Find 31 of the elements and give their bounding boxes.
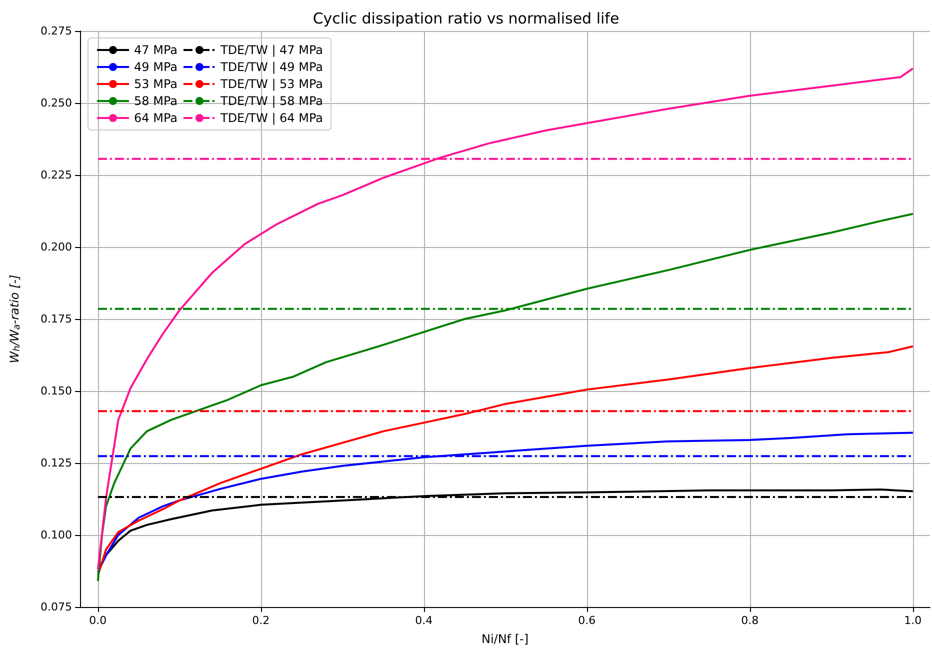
x-tick-label: 1.0	[904, 614, 922, 627]
y-tick-label: 0.175	[40, 312, 72, 326]
legend-label: 58 MPa	[134, 94, 178, 108]
legend-label: TDE/TW | 49 MPa	[219, 60, 324, 74]
legend-label: 53 MPa	[134, 77, 178, 91]
legend-label: 49 MPa	[134, 60, 178, 74]
x-axis-title: Ni/Nf [-]	[481, 632, 529, 646]
y-tick-label: 0.100	[40, 528, 72, 542]
line-series	[96, 345, 914, 576]
y-axis-title: Wh/Wa-ratio [-]	[8, 274, 22, 364]
legend-label: TDE/TW | 58 MPa	[219, 94, 324, 108]
line-series	[96, 432, 914, 574]
line-series	[96, 212, 914, 582]
x-tick-label: 0.8	[741, 614, 759, 627]
legend-label: 64 MPa	[134, 111, 178, 125]
x-tick-label: 0.6	[578, 614, 596, 627]
y-tick-label: 0.150	[40, 384, 72, 398]
y-tick-label: 0.125	[40, 456, 72, 470]
legend-label: TDE/TW | 53 MPa	[219, 77, 324, 91]
y-tick-label: 0.275	[40, 24, 72, 38]
y-tick-label: 0.200	[40, 240, 72, 254]
legend-label: TDE/TW | 47 MPa	[219, 43, 324, 57]
y-tick-label: 0.225	[40, 168, 72, 182]
legend-label: TDE/TW | 64 MPa	[219, 111, 324, 125]
y-tick-label: 0.250	[40, 96, 72, 110]
y-tick-label: 0.075	[40, 600, 72, 614]
chart-title: Cyclic dissipation ratio vs normalised life	[312, 10, 620, 28]
x-tick-label: 0.4	[415, 614, 433, 627]
x-tick-label: 0.2	[252, 614, 270, 627]
x-tick-label: 0.0	[89, 614, 107, 627]
legend-label: 47 MPa	[134, 43, 178, 57]
